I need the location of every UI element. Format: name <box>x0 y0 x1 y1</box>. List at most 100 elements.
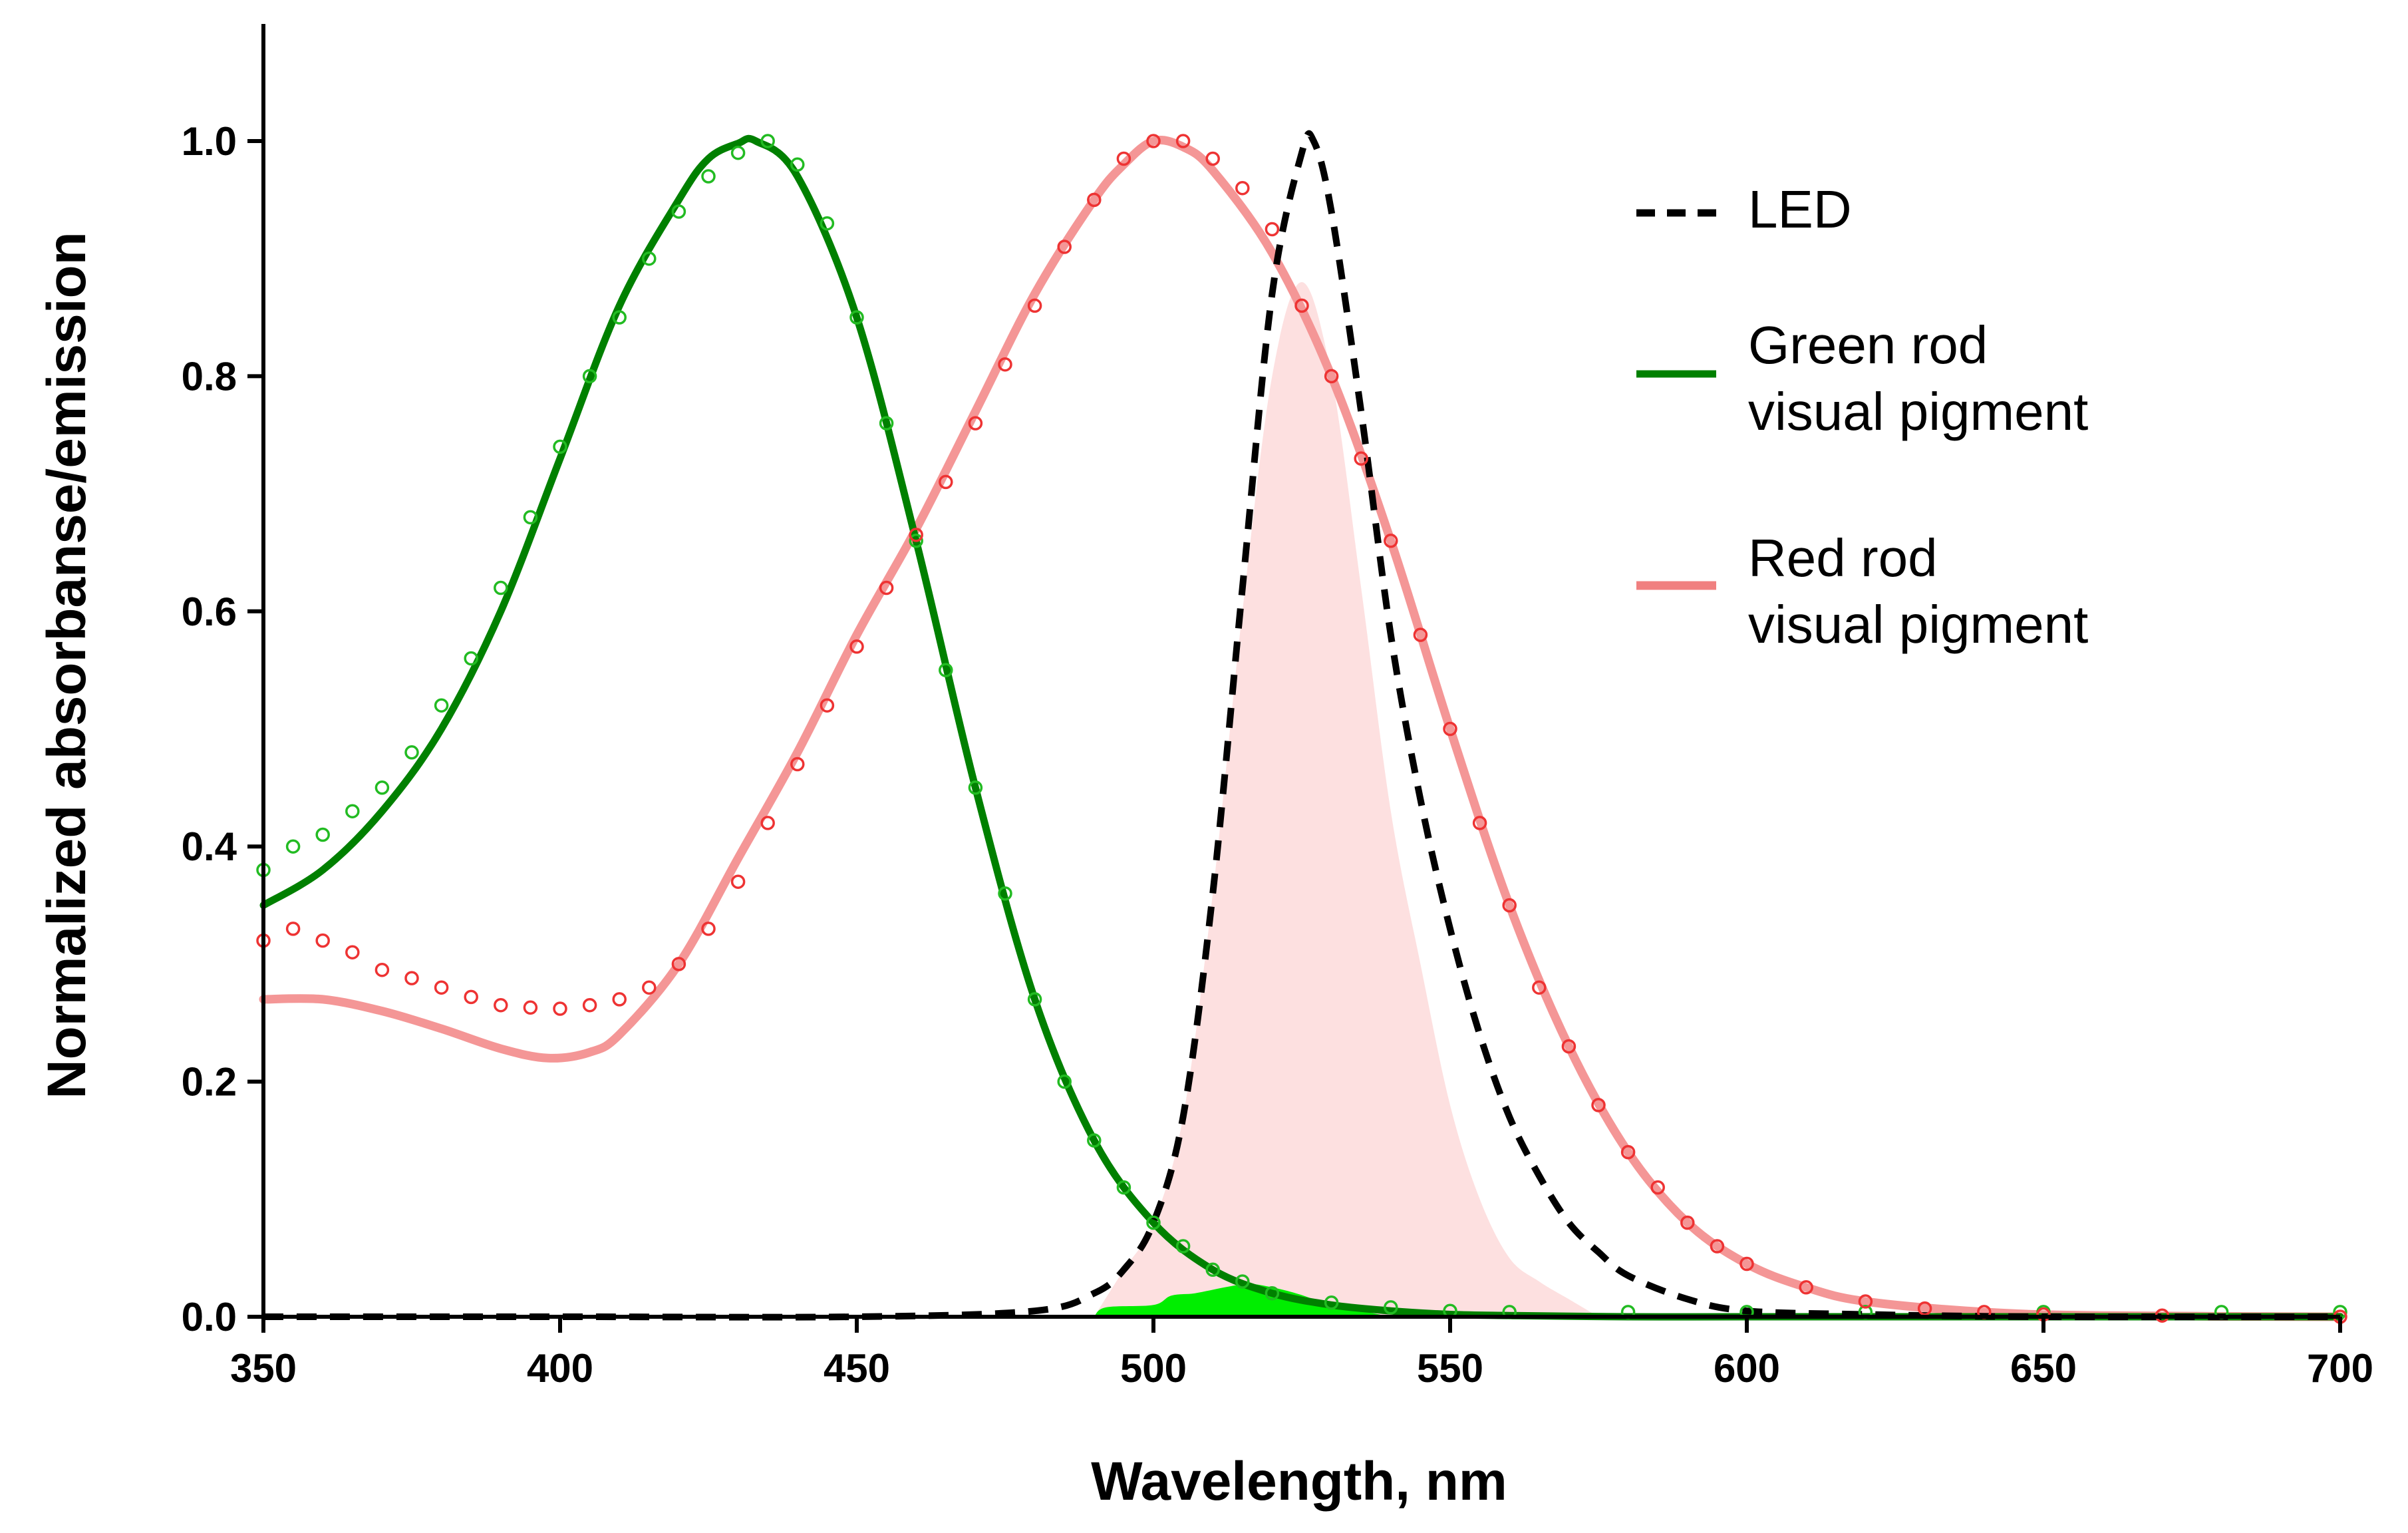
data-point <box>701 922 716 936</box>
legend-label: visual pigment <box>1748 595 2088 654</box>
data-point <box>730 145 746 160</box>
data-point <box>642 980 657 995</box>
data-point <box>612 992 627 1007</box>
data-point <box>582 997 597 1013</box>
data-point <box>671 204 686 219</box>
y-tick-label: 0.2 <box>182 1060 237 1105</box>
data-point <box>523 510 538 525</box>
data-point <box>494 997 508 1013</box>
data-point <box>1354 451 1368 466</box>
data-point <box>1591 1098 1606 1112</box>
data-point <box>1917 1301 1932 1316</box>
data-point <box>464 651 478 666</box>
data-point <box>671 957 686 971</box>
data-point <box>1710 1239 1725 1254</box>
x-tick-label: 450 <box>824 1346 890 1391</box>
data-point <box>434 698 449 713</box>
data-point <box>730 874 746 889</box>
data-point <box>1472 816 1487 830</box>
data-point <box>1739 1256 1754 1272</box>
legend-label: Green rod <box>1748 315 1988 375</box>
data-point <box>1235 180 1250 196</box>
legend-label: visual pigment <box>1748 382 2088 441</box>
data-point <box>909 534 923 548</box>
data-point <box>642 251 657 266</box>
x-tick-label: 500 <box>1120 1346 1187 1391</box>
data-point <box>1799 1280 1813 1295</box>
data-point <box>760 134 775 148</box>
overlap-areas <box>1094 282 1598 1317</box>
x-tick-label: 350 <box>230 1346 297 1391</box>
x-tick-label: 650 <box>2010 1346 2077 1391</box>
legend-item-led: LED <box>1636 180 1852 239</box>
data-point <box>1027 298 1042 313</box>
data-point <box>1680 1215 1695 1230</box>
data-point <box>375 780 390 795</box>
data-point <box>285 922 301 936</box>
data-point <box>939 663 953 677</box>
overlap-area-led-green-pigment-area <box>1094 1283 1391 1317</box>
y-axis-ticks: 0.0 0.2 0.4 0.6 0.8 1.0 <box>182 119 263 1339</box>
data-point <box>464 989 478 1005</box>
data-point <box>909 528 923 542</box>
data-point <box>1116 1180 1131 1195</box>
led-line <box>263 130 2341 1321</box>
data-point <box>1175 1239 1191 1254</box>
data-point <box>939 474 953 490</box>
data-point <box>1265 222 1280 237</box>
data-point <box>849 310 864 325</box>
data-point <box>1413 627 1428 642</box>
data-point <box>1087 1133 1102 1148</box>
data-point <box>285 839 301 854</box>
data-point <box>1294 298 1309 313</box>
data-point <box>553 439 567 454</box>
data-point <box>790 157 805 172</box>
x-axis-ticks: 350 400 450 500 550 600 650 700 <box>230 1317 2373 1391</box>
data-point <box>582 369 597 384</box>
data-point <box>1502 898 1517 913</box>
data-point <box>879 416 894 430</box>
y-axis-title: Normalized absorbanse/emission <box>37 232 97 1099</box>
x-tick-label: 400 <box>527 1346 593 1391</box>
x-tick-label: 600 <box>1714 1346 1780 1391</box>
data-point <box>553 1001 567 1016</box>
data-point <box>998 886 1012 901</box>
x-tick-label: 550 <box>1417 1346 1483 1391</box>
overlap-area-led-red-pigment-area <box>1094 282 1598 1317</box>
y-tick-label: 0.0 <box>182 1295 237 1339</box>
data-point <box>790 757 805 772</box>
data-point <box>1146 1215 1161 1230</box>
data-point <box>1620 1144 1636 1160</box>
data-point <box>968 416 983 430</box>
data-point <box>879 580 894 596</box>
data-point <box>1384 534 1398 548</box>
data-point <box>1561 1039 1577 1054</box>
data-point <box>1175 134 1191 148</box>
data-point <box>701 169 716 184</box>
data-point <box>1443 721 1457 737</box>
data-point <box>1858 1294 1873 1309</box>
y-tick-label: 0.6 <box>182 590 237 634</box>
data-point <box>612 310 627 325</box>
data-point <box>820 698 835 713</box>
axes: 350 400 450 500 550 600 650 700 0.0 0.2 0.4 0.6 0.8… <box>182 24 2373 1391</box>
data-point <box>1324 369 1339 384</box>
x-tick-label: 700 <box>2307 1346 2373 1391</box>
legend-label: Red rod <box>1748 528 1938 588</box>
data-point <box>1057 240 1072 254</box>
data-point <box>404 971 419 985</box>
data-point <box>1235 1274 1250 1289</box>
data-point <box>1205 151 1220 166</box>
legend-label: LED <box>1748 180 1852 239</box>
data-point <box>315 827 330 842</box>
data-point <box>1324 1295 1339 1310</box>
data-point <box>494 580 508 596</box>
data-point <box>760 816 775 830</box>
plot-area <box>256 130 2347 1324</box>
data-point <box>315 933 330 948</box>
data-point <box>1650 1180 1665 1195</box>
data-point <box>1027 992 1042 1007</box>
legend-item-green: Green rod visual pigment <box>1636 315 2088 441</box>
data-point <box>1146 134 1161 148</box>
